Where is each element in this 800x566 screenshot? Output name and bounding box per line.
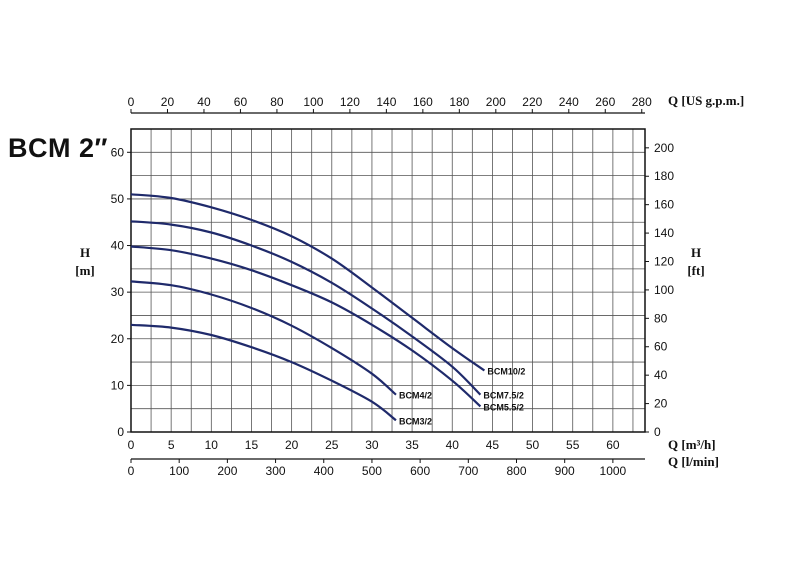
x2-tick-label: 500 — [362, 464, 382, 478]
curve-bcm5-5-2 — [130, 245, 482, 408]
y2-tick-label: 60 — [654, 340, 668, 354]
top-tick-label: 260 — [595, 95, 615, 109]
y2-tick-label: 180 — [654, 169, 674, 183]
x-tick-label: 20 — [285, 438, 299, 452]
curve-label-bcm4-2: BCM4/2 — [399, 391, 432, 401]
y-tick-label: 30 — [111, 285, 125, 299]
y-tick-label: 60 — [111, 145, 125, 159]
y-tick-label: 20 — [111, 332, 125, 346]
x2-tick-label: 600 — [410, 464, 430, 478]
y2-tick-label: 200 — [654, 141, 674, 155]
y2-tick-label: 120 — [654, 254, 674, 268]
curve-label-bcm3-2: BCM3/2 — [399, 416, 432, 426]
y2-tick-label: 160 — [654, 198, 674, 212]
y-tick-label: 50 — [111, 192, 125, 206]
x2-tick-label: 900 — [555, 464, 575, 478]
curve-label-bcm10-2: BCM10/2 — [487, 366, 525, 376]
y-tick-label: 0 — [117, 425, 124, 439]
x2-tick-label: 1000 — [600, 464, 627, 478]
x2-axis-label: Q [l/min] — [668, 454, 719, 469]
top-tick-label: 120 — [340, 95, 360, 109]
curve-label-bcm7-5-2: BCM7.5/2 — [483, 391, 524, 401]
top-axis-label: Q [US g.p.m.] — [668, 93, 744, 108]
top-tick-label: 160 — [413, 95, 433, 109]
x-tick-label: 55 — [566, 438, 580, 452]
curve-bcm7-5-2 — [130, 220, 482, 396]
x2-tick-label: 400 — [314, 464, 334, 478]
top-tick-label: 60 — [234, 95, 248, 109]
x-tick-label: 45 — [486, 438, 500, 452]
top-tick-label: 0 — [128, 95, 135, 109]
top-tick-label: 180 — [449, 95, 469, 109]
top-tick-label: 220 — [522, 95, 542, 109]
x2-tick-label: 100 — [169, 464, 189, 478]
y-tick-label: 40 — [111, 239, 125, 253]
top-tick-label: 20 — [161, 95, 175, 109]
x2-tick-label: 0 — [128, 464, 135, 478]
y2-tick-label: 80 — [654, 311, 668, 325]
x-tick-label: 5 — [168, 438, 175, 452]
x-tick-label: 40 — [446, 438, 460, 452]
y-axis-label-line2: [m] — [75, 263, 95, 278]
y2-tick-label: 20 — [654, 397, 668, 411]
x-tick-label: 60 — [606, 438, 620, 452]
x-tick-label: 30 — [365, 438, 379, 452]
curve-bcm10-2 — [130, 193, 486, 372]
x2-tick-label: 700 — [458, 464, 478, 478]
y2-axis-label-line1: H — [691, 245, 701, 260]
x2-tick-label: 200 — [217, 464, 237, 478]
y2-axis-label-line2: [ft] — [687, 263, 704, 278]
y2-tick-label: 140 — [654, 226, 674, 240]
top-tick-label: 280 — [632, 95, 652, 109]
x-tick-label: 10 — [205, 438, 219, 452]
y2-tick-label: 0 — [654, 425, 661, 439]
plot-frame — [130, 128, 646, 433]
x-axis-label: Q [m³/h] — [668, 437, 716, 452]
curve-bcm4-2 — [130, 280, 397, 396]
chart-title: BCM 2″ — [8, 133, 108, 163]
y-tick-label: 10 — [111, 378, 125, 392]
x-tick-label: 0 — [128, 438, 135, 452]
y2-tick-label: 40 — [654, 368, 668, 382]
x2-tick-label: 300 — [266, 464, 286, 478]
top-tick-label: 240 — [559, 95, 579, 109]
y-axis-label-line1: H — [80, 245, 90, 260]
top-tick-label: 40 — [197, 95, 211, 109]
y2-tick-label: 100 — [654, 283, 674, 297]
tick-labels: 0102030405060020406080100120140160180200… — [111, 95, 675, 478]
top-tick-label: 100 — [303, 95, 323, 109]
top-tick-label: 80 — [270, 95, 284, 109]
x-tick-label: 25 — [325, 438, 339, 452]
x-tick-label: 35 — [405, 438, 419, 452]
top-tick-label: 140 — [376, 95, 396, 109]
x-tick-label: 15 — [245, 438, 259, 452]
curve-bcm3-2 — [130, 323, 397, 422]
x-tick-label: 50 — [526, 438, 540, 452]
axes — [127, 109, 649, 463]
x2-tick-label: 800 — [506, 464, 526, 478]
curve-label-bcm5-5-2: BCM5.5/2 — [483, 402, 524, 412]
top-tick-label: 200 — [486, 95, 506, 109]
